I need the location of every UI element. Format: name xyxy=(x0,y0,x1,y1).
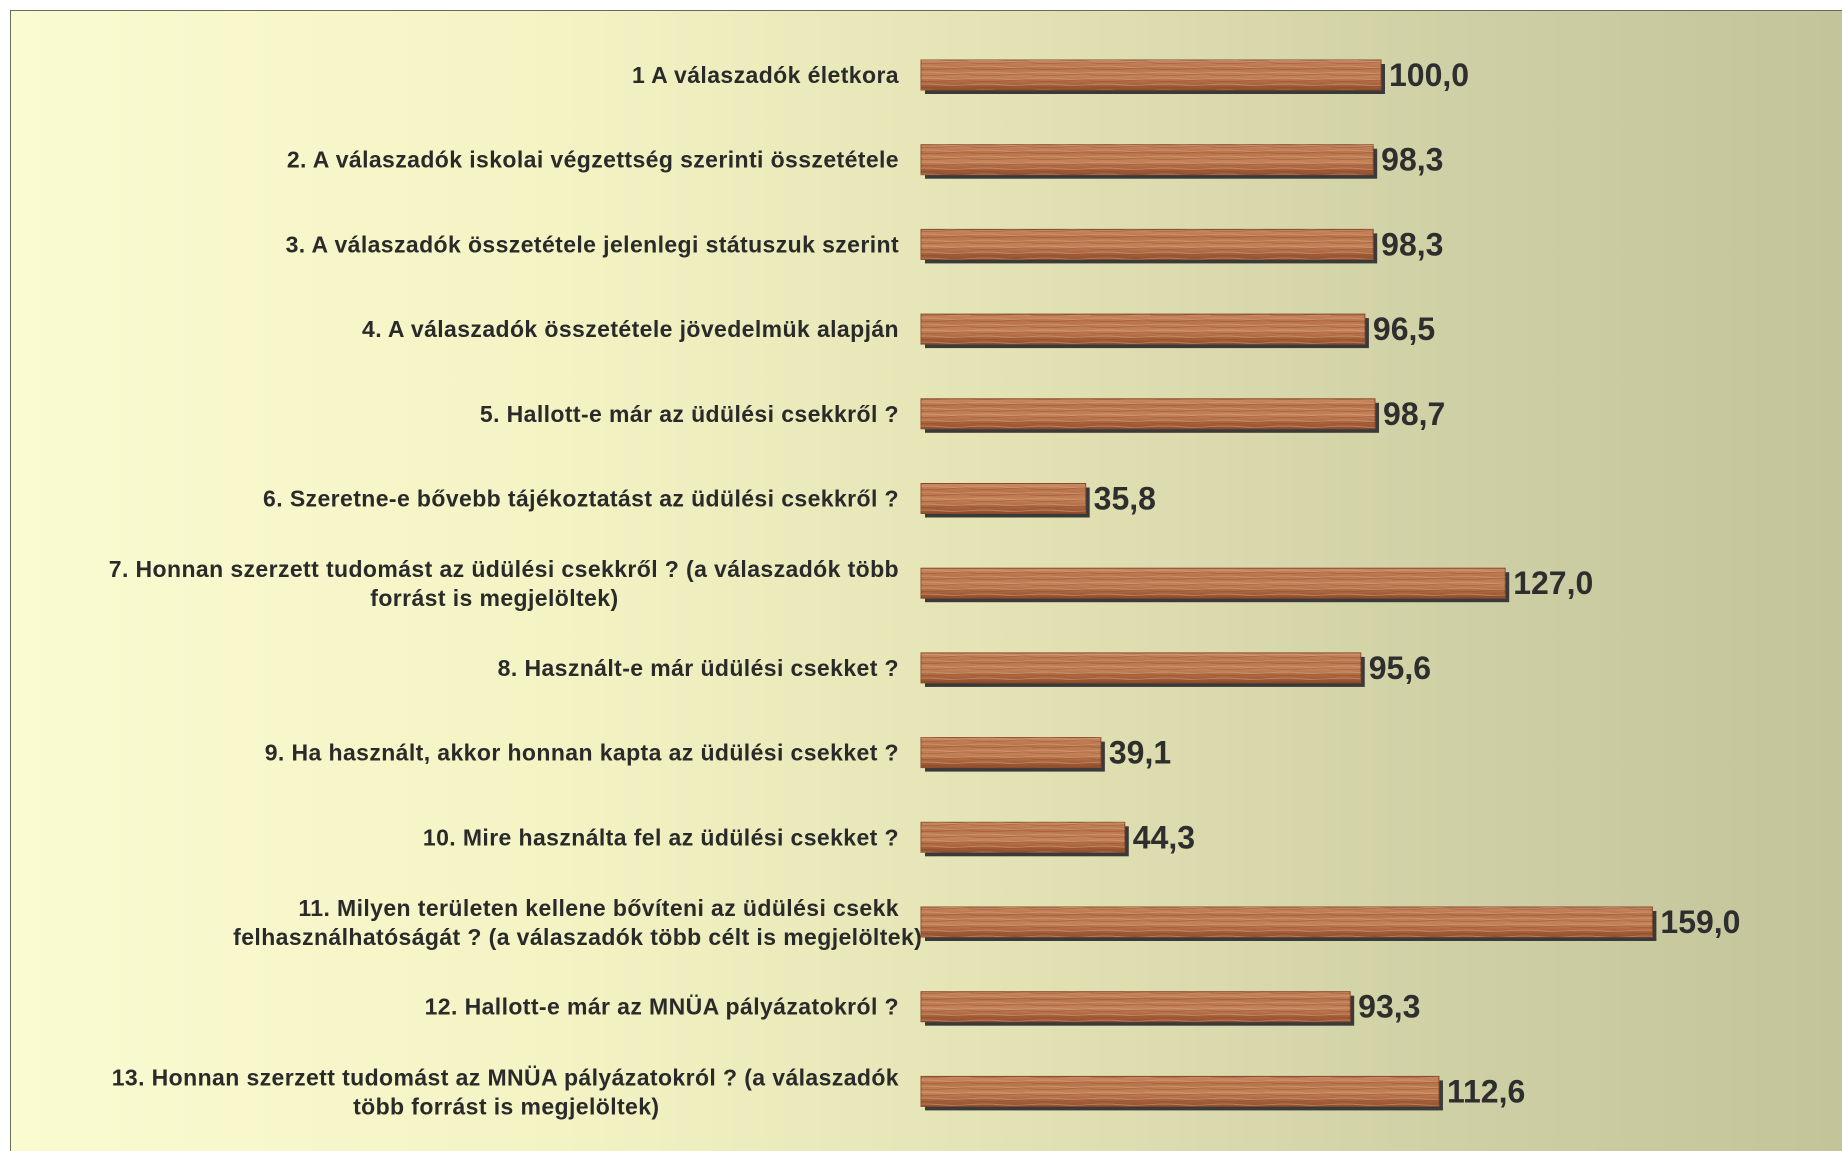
bar-grain xyxy=(921,314,1365,345)
category-label: 2. A válaszadók iskolai végzettség szeri… xyxy=(287,147,899,173)
value-label: 95,6 xyxy=(1369,650,1431,686)
bar-grain xyxy=(921,822,1125,853)
category-label-line: 13. Honnan szerzett tudomást az MNÜA pál… xyxy=(112,1064,899,1090)
value-label: 98,3 xyxy=(1381,142,1443,178)
bar-grain xyxy=(921,991,1351,1022)
bar-grain xyxy=(921,652,1361,683)
category-label: 3. A válaszadók összetétele jelenlegi st… xyxy=(286,231,899,257)
category-label: 8. Használt-e már üdülési csekket ? xyxy=(498,655,899,681)
value-label: 100,0 xyxy=(1389,57,1469,93)
category-label: 11. Milyen területen kellene bővíteni az… xyxy=(233,895,922,950)
category-label: 9. Ha használt, akkor honnan kapta az üd… xyxy=(265,740,899,766)
bar-grain xyxy=(921,737,1101,768)
category-label: 5. Hallott-e már az üdülési csekkről ? xyxy=(480,401,899,427)
bar-grain xyxy=(921,1076,1439,1107)
value-label: 112,6 xyxy=(1447,1073,1525,1109)
category-label: 4. A válaszadók összetétele jövedelmük a… xyxy=(362,316,899,342)
value-label: 127,0 xyxy=(1513,565,1593,601)
category-label-line: 7. Honnan szerzett tudomást az üdülési c… xyxy=(109,556,899,582)
category-label-line: forrást is megjelöltek) xyxy=(370,585,618,611)
chart-area: 100,0 1 A válaszadók életkora 98,3 2. A vál… xyxy=(10,10,1842,1151)
category-label: 7. Honnan szerzett tudomást az üdülési c… xyxy=(109,556,899,611)
value-label: 159,0 xyxy=(1660,904,1740,940)
bar-grain xyxy=(921,60,1381,90)
value-label: 39,1 xyxy=(1109,735,1171,771)
value-label: 44,3 xyxy=(1133,819,1195,855)
bar-grain xyxy=(921,229,1374,260)
category-label-line: felhasználhatóságát ? (a válaszadók több… xyxy=(233,924,922,950)
bar-grain xyxy=(921,568,1506,599)
value-label: 96,5 xyxy=(1373,311,1435,347)
category-label: 1 A válaszadók életkora xyxy=(632,62,899,88)
category-label: 6. Szeretne-e bővebb tájékoztatást az üd… xyxy=(263,486,899,512)
bar-grain xyxy=(921,907,1653,937)
bar-grain xyxy=(921,144,1374,175)
category-label-line: 11. Milyen területen kellene bővíteni az… xyxy=(298,895,899,921)
value-label: 93,3 xyxy=(1358,989,1420,1025)
value-label: 98,7 xyxy=(1383,396,1445,432)
category-label: 12. Hallott-e már az MNÜA pályázatokról … xyxy=(425,994,899,1020)
category-label: 13. Honnan szerzett tudomást az MNÜA pál… xyxy=(112,1064,899,1119)
bar-chart: 100,0 1 A válaszadók életkora 98,3 2. A vál… xyxy=(109,57,1741,1119)
value-label: 98,3 xyxy=(1381,226,1443,262)
category-label-line: több forrást is megjelöltek) xyxy=(353,1093,659,1119)
bar-grain xyxy=(921,398,1376,429)
category-label: 10. Mire használta fel az üdülési csekke… xyxy=(423,824,899,850)
value-label: 35,8 xyxy=(1094,481,1156,517)
bar-grain xyxy=(921,483,1086,514)
